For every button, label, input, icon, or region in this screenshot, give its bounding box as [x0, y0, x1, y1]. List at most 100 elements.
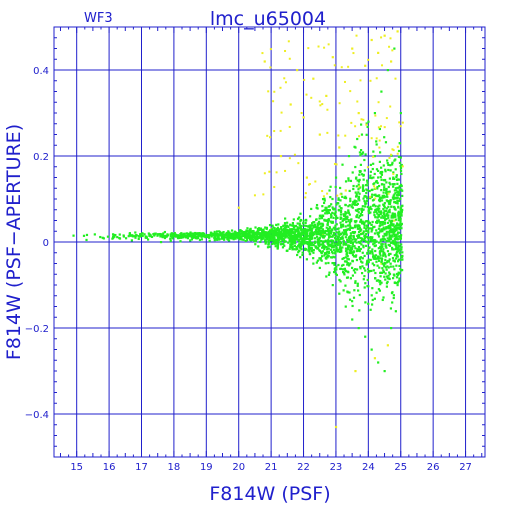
green-point [392, 277, 395, 280]
green-point [394, 310, 397, 313]
green-point [351, 242, 354, 246]
green-point [378, 194, 381, 197]
green-point [395, 175, 398, 179]
green-point [293, 232, 296, 236]
green-point [238, 233, 242, 236]
green-point [271, 233, 274, 236]
green-point [296, 227, 300, 230]
green-point [367, 230, 370, 233]
green-point [323, 199, 326, 202]
green-point [389, 265, 392, 268]
green-point [357, 195, 361, 198]
green-point [394, 208, 397, 211]
green-point [360, 133, 364, 136]
green-point [397, 192, 400, 195]
green-point [383, 136, 386, 139]
green-point [289, 237, 293, 241]
green-point [252, 232, 255, 235]
green-point [351, 247, 354, 250]
green-point [260, 238, 263, 241]
green-point [353, 255, 356, 258]
green-point [307, 228, 311, 232]
green-point [244, 230, 248, 234]
green-point [355, 194, 358, 198]
green-point [335, 248, 338, 251]
green-point [327, 208, 330, 212]
green-point [358, 226, 362, 230]
green-point [351, 245, 354, 248]
green-point [328, 189, 331, 192]
green-point [106, 235, 110, 238]
green-point [259, 235, 262, 238]
green-point [195, 236, 199, 239]
green-point [308, 242, 312, 245]
green-point [396, 260, 400, 263]
green-point [363, 221, 366, 224]
yellow-point [383, 126, 386, 129]
yellow-point [304, 196, 307, 199]
green-point [250, 235, 253, 238]
green-point [197, 232, 200, 235]
green-point [372, 162, 375, 165]
green-point [342, 213, 345, 216]
green-point [201, 233, 205, 236]
green-point [327, 273, 331, 276]
green-point [310, 244, 314, 247]
green-point [357, 191, 360, 194]
green-point [391, 246, 394, 249]
green-point [331, 197, 334, 201]
green-point [376, 212, 379, 215]
green-point [208, 234, 211, 237]
green-point [139, 234, 142, 238]
green-point [379, 275, 382, 278]
green-point [328, 204, 331, 208]
green-point [358, 249, 361, 253]
green-point [242, 238, 245, 241]
green-point [398, 161, 402, 165]
green-point [128, 232, 131, 235]
green-point [371, 167, 374, 171]
green-point [361, 261, 364, 264]
green-point [310, 246, 313, 250]
green-point [359, 265, 362, 269]
green-point [401, 189, 404, 192]
green-point [191, 234, 194, 237]
green-point [360, 173, 364, 176]
green-point [198, 232, 201, 235]
green-point [397, 199, 401, 202]
green-point [339, 209, 343, 212]
yellow-point [369, 79, 372, 82]
green-point [381, 215, 384, 218]
green-point [349, 237, 352, 240]
green-point [383, 186, 386, 189]
green-point [358, 207, 361, 211]
yellow-point [237, 206, 240, 209]
yellow-point [388, 156, 391, 159]
green-point [309, 232, 312, 235]
green-point [223, 234, 226, 237]
green-point [376, 187, 379, 190]
green-point [358, 293, 361, 297]
green-point [310, 237, 314, 240]
green-point [288, 247, 291, 250]
green-point [344, 247, 348, 250]
green-point [351, 260, 354, 263]
green-point [285, 224, 289, 227]
green-point [292, 218, 295, 221]
green-point [383, 228, 386, 231]
green-point [398, 197, 402, 200]
green-point [389, 236, 392, 239]
green-point [384, 266, 387, 269]
green-point [273, 242, 276, 245]
green-point [315, 235, 319, 238]
green-point [388, 181, 391, 184]
yellow-point [378, 146, 381, 149]
green-point [372, 254, 375, 257]
green-point [335, 231, 338, 234]
green-point [344, 305, 347, 308]
green-point [369, 176, 372, 179]
green-point [156, 234, 159, 237]
green-point [357, 230, 361, 233]
green-point [118, 233, 121, 236]
